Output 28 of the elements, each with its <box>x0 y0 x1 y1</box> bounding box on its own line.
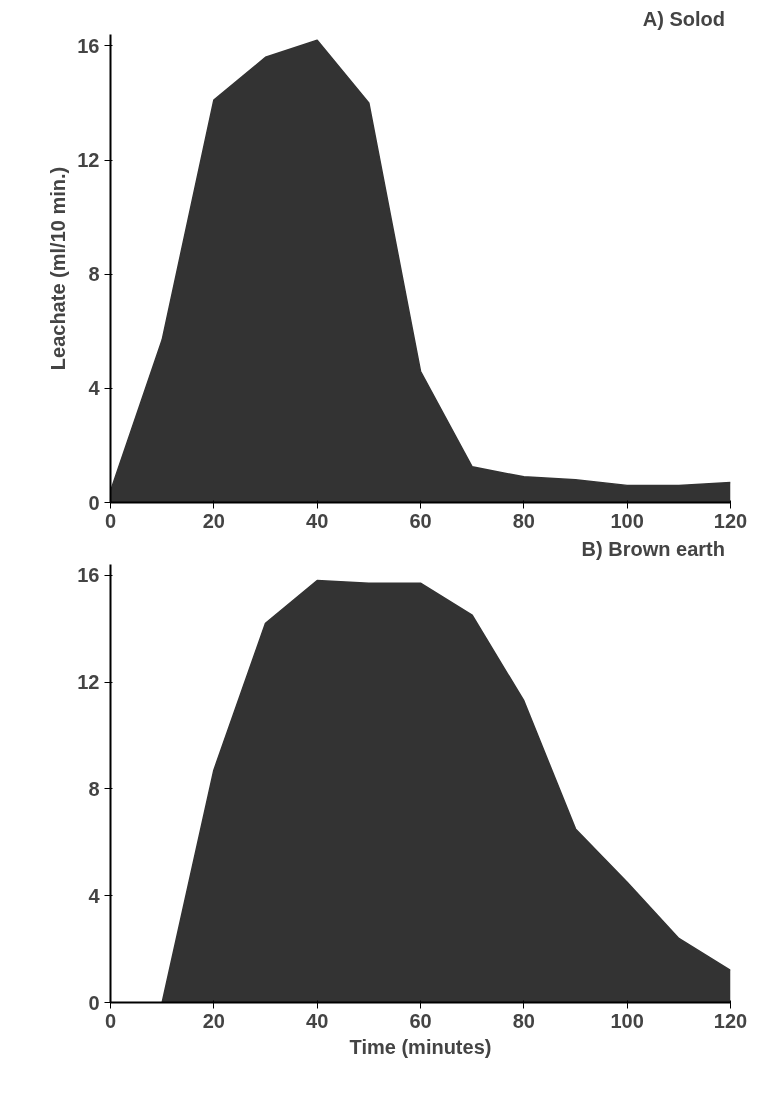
y-tick-label: 0 <box>88 991 100 1014</box>
x-tick-label: 120 <box>713 509 748 532</box>
y-tick-label: 16 <box>77 34 100 57</box>
x-tick-label: 60 <box>409 1009 432 1032</box>
x-tick-label: 80 <box>512 509 535 532</box>
chart-title: A) Solod <box>642 7 725 30</box>
y-tick-label: 4 <box>88 884 101 907</box>
x-tick-label: 40 <box>306 509 329 532</box>
y-tick-label: 16 <box>77 564 100 587</box>
y-axis-title: Leachate (ml/10 min.) <box>47 166 70 371</box>
x-tick-label: 60 <box>409 509 432 532</box>
x-tick-label: 80 <box>512 1009 535 1032</box>
y-tick-label: 8 <box>88 777 100 800</box>
x-axis-title: Time (minutes) <box>349 1035 492 1058</box>
x-tick-label: 0 <box>104 509 117 532</box>
x-tick-label: 0 <box>104 1009 117 1032</box>
x-tick-label: 40 <box>306 1009 329 1032</box>
y-tick-label: 8 <box>88 263 100 286</box>
y-tick-label: 12 <box>77 149 100 172</box>
x-tick-label: 20 <box>202 509 225 532</box>
y-tick-label: 4 <box>88 377 101 400</box>
y-tick-label: 12 <box>77 671 100 694</box>
x-tick-label: 20 <box>202 1009 225 1032</box>
chart-title: B) Brown earth <box>581 537 725 560</box>
x-tick-label: 100 <box>610 509 644 532</box>
y-tick-label: 0 <box>88 491 100 514</box>
x-tick-label: 120 <box>713 1009 748 1032</box>
x-tick-label: 100 <box>610 1009 644 1032</box>
